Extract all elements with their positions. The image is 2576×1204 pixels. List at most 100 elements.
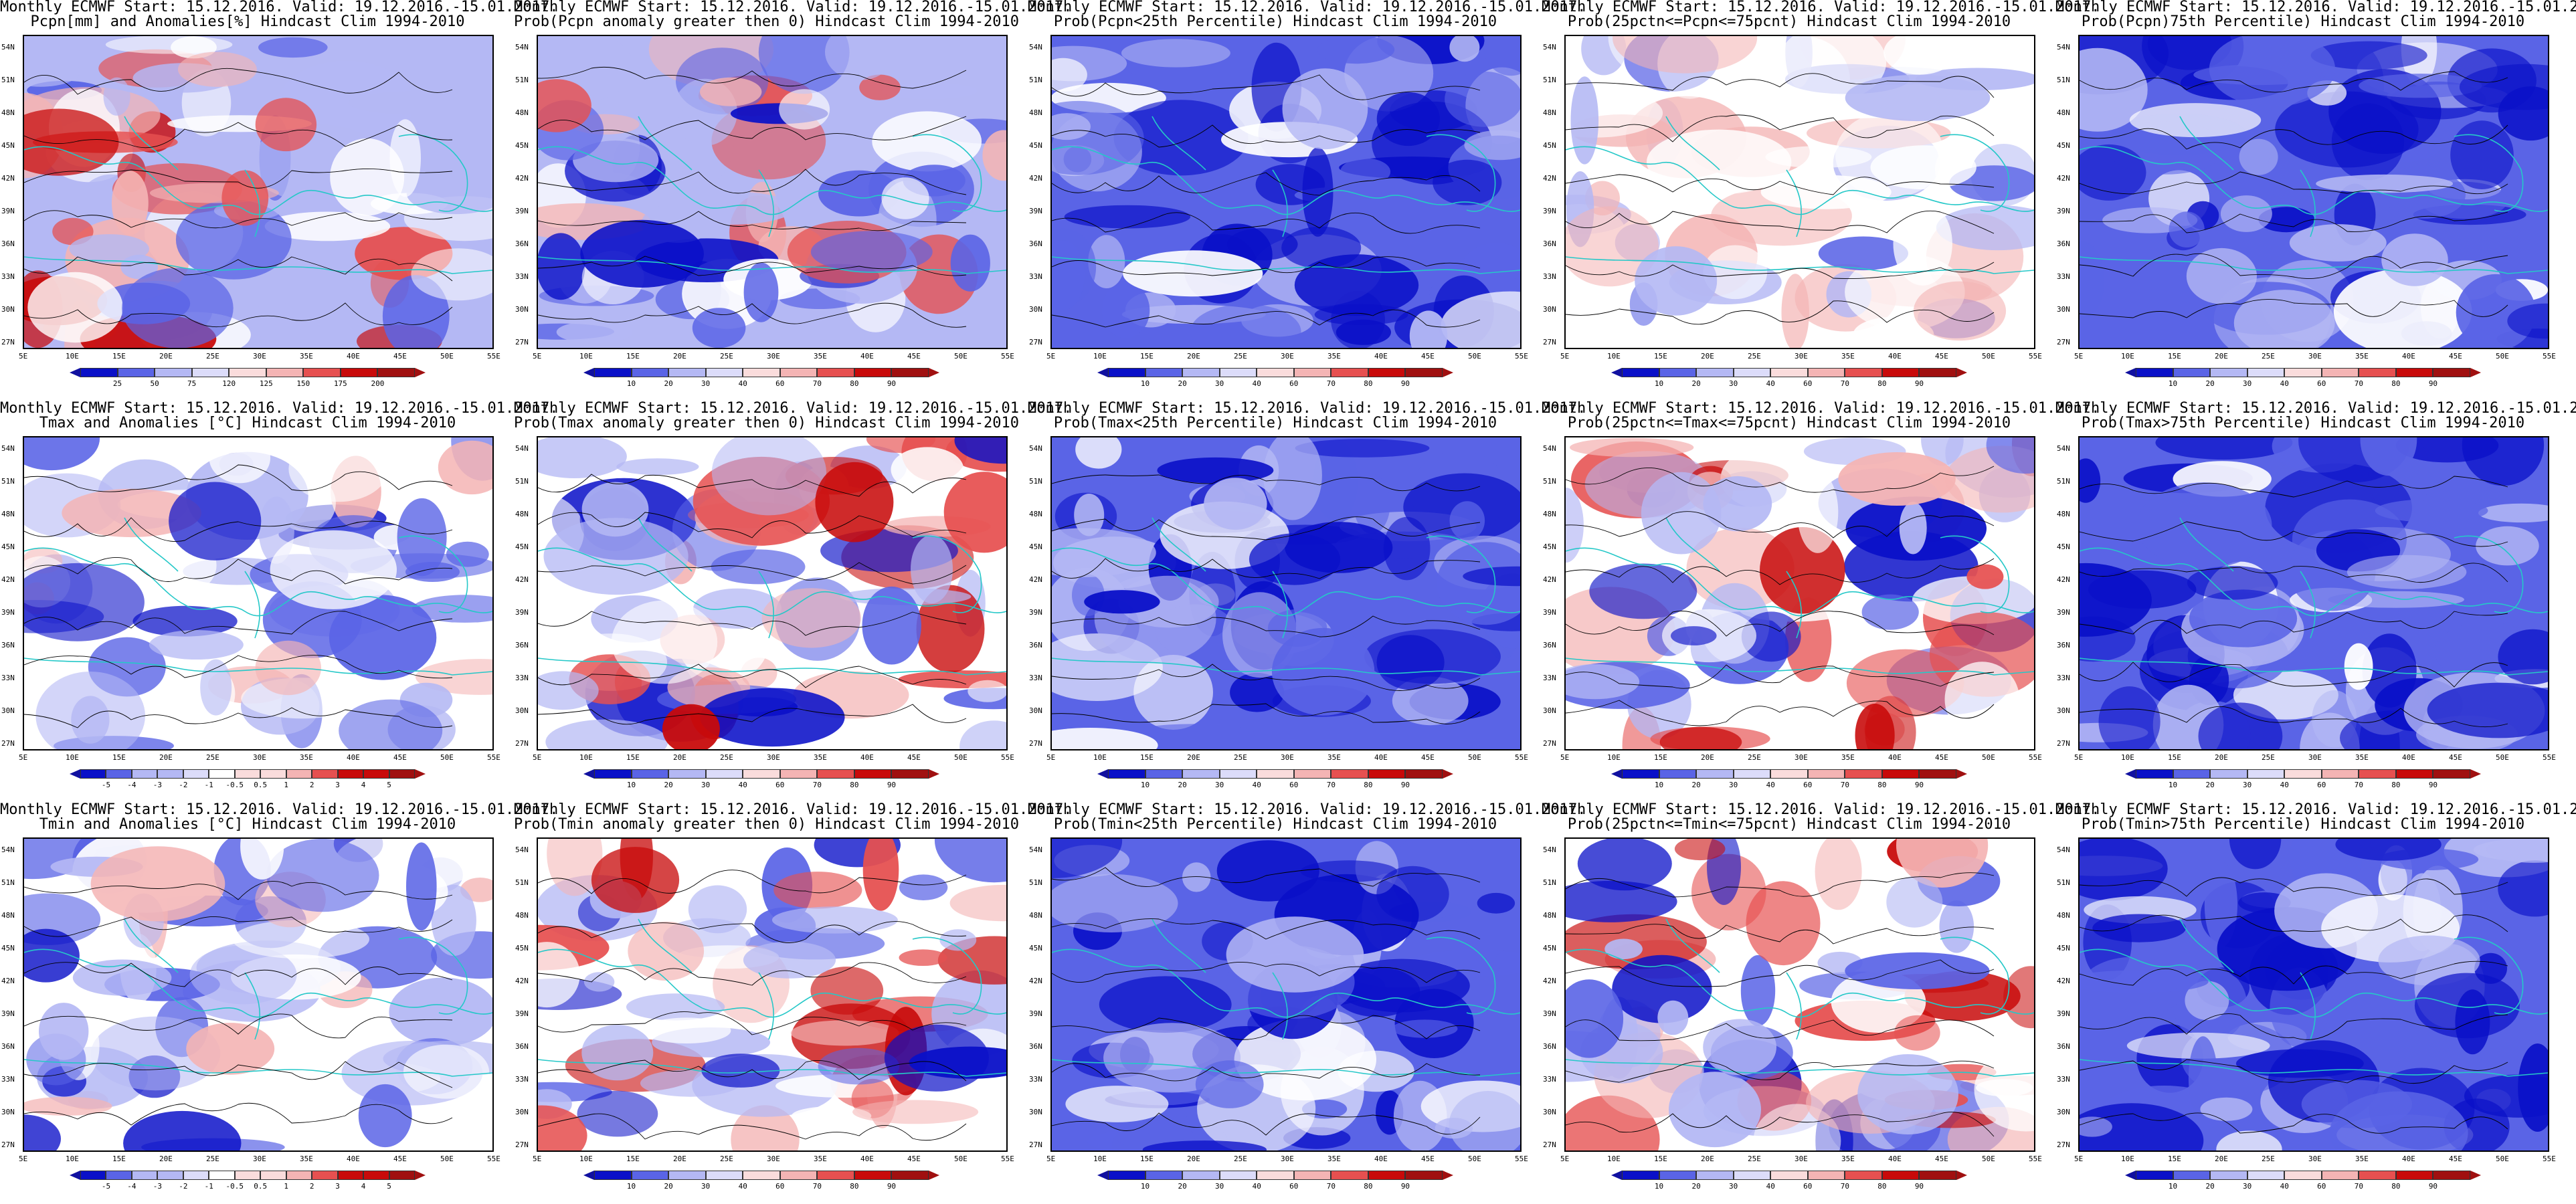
field-blob bbox=[1249, 533, 1341, 585]
map-area bbox=[23, 837, 494, 1152]
contour-line bbox=[1566, 664, 1995, 689]
colorbar-tick-label: 80 bbox=[1877, 1182, 1887, 1191]
colorbar-segment bbox=[2210, 368, 2247, 377]
contour-line bbox=[1566, 210, 1995, 234]
field-blob bbox=[1052, 728, 1158, 749]
lon-tick-label: 15E bbox=[1140, 352, 1154, 361]
contour-line bbox=[1566, 611, 1995, 637]
lon-tick-label: 30E bbox=[1281, 1155, 1294, 1163]
field-blob bbox=[406, 173, 492, 215]
colorbar-arrow-low bbox=[1611, 1171, 1622, 1180]
lat-tick-label: 27N bbox=[1, 338, 15, 346]
contour-line bbox=[1566, 1060, 1995, 1083]
panel-title-line2: Prob(Pcpn anomaly greater then 0) Hindca… bbox=[514, 13, 1019, 30]
contour-line bbox=[24, 517, 453, 542]
contour-line bbox=[1566, 872, 1995, 898]
map-area bbox=[23, 35, 494, 349]
colorbar-arrow-high bbox=[929, 368, 939, 377]
field-blob bbox=[24, 1114, 61, 1150]
colorbar-tick-label: 30 bbox=[1729, 781, 1738, 789]
contour-line bbox=[538, 512, 967, 538]
colorbar-tick-label: 20 bbox=[1691, 379, 1701, 388]
lat-tick-label: 45N bbox=[2057, 141, 2070, 150]
lat-tick-label: 39N bbox=[2057, 207, 2070, 215]
contour-line bbox=[1052, 516, 1481, 540]
field-blob bbox=[24, 928, 80, 983]
lat-tick-label: 36N bbox=[1029, 239, 1042, 248]
panel-title-line1: Monthly ECMWF Start: 15.12.2016. Valid: … bbox=[1028, 400, 1586, 417]
panel-title-line1: Monthly ECMWF Start: 15.12.2016. Valid: … bbox=[1028, 801, 1586, 818]
map-panel-p13: Monthly ECMWF Start: 15.12.2016. Valid: … bbox=[1028, 801, 1586, 1204]
contour-line bbox=[1566, 73, 1995, 98]
contour-line bbox=[538, 302, 967, 328]
lon-tick-label: 15E bbox=[1654, 352, 1667, 361]
colorbar-segment bbox=[743, 368, 780, 377]
contour-line bbox=[1052, 212, 1481, 234]
colorbar-tick-label: 10 bbox=[2168, 379, 2178, 388]
lon-tick-label: 50E bbox=[954, 753, 968, 762]
contour-line bbox=[2080, 253, 2508, 279]
field-blob bbox=[2359, 74, 2482, 98]
field-blob bbox=[943, 472, 1006, 553]
colorbar-tick-label: -4 bbox=[127, 1182, 136, 1191]
field-blob bbox=[1101, 282, 1150, 338]
field-blob bbox=[2080, 839, 2168, 901]
map-area bbox=[2078, 436, 2549, 750]
panel-title-line1: Monthly ECMWF Start: 15.12.2016. Valid: … bbox=[2055, 801, 2576, 818]
colorbar-tick-label: 5 bbox=[387, 781, 391, 789]
colorbar-tick-label: 60 bbox=[775, 1182, 785, 1191]
contour-line bbox=[1566, 1112, 1995, 1137]
lat-tick-label: 42N bbox=[2057, 977, 2070, 985]
colorbar-segment bbox=[743, 1171, 780, 1180]
field-blob bbox=[810, 967, 884, 1015]
panel-title: Monthly ECMWF Start: 15.12.2016. Valid: … bbox=[2055, 801, 2576, 832]
lat-tick-label: 54N bbox=[1029, 43, 1042, 52]
colorbar-tick-label: 75 bbox=[187, 379, 197, 388]
contour-line bbox=[24, 881, 453, 900]
lon-tick-label: 40E bbox=[1888, 1155, 1902, 1163]
field-blob bbox=[934, 839, 1006, 883]
contour-line bbox=[24, 707, 453, 728]
colorbar-segment bbox=[312, 1171, 338, 1180]
coastline bbox=[1566, 116, 2034, 274]
field-blob bbox=[577, 1090, 658, 1137]
lat-tick-label: 39N bbox=[2057, 608, 2070, 617]
contour-line bbox=[1052, 309, 1481, 328]
field-blob bbox=[62, 488, 201, 538]
colorbar-tick-label: 40 bbox=[1766, 781, 1775, 789]
contour-line bbox=[1566, 558, 1995, 585]
lon-tick-label: 50E bbox=[1982, 753, 1995, 762]
lat-tick-label: 42N bbox=[1, 977, 15, 985]
field-blob bbox=[662, 704, 720, 749]
lat-tick-label: 51N bbox=[515, 477, 529, 486]
colorbar-tick-label: 40 bbox=[1766, 379, 1775, 388]
colorbar-segment bbox=[2395, 769, 2433, 779]
lat-tick-label: 36N bbox=[1543, 641, 1556, 649]
lon-tick-label: 35E bbox=[300, 753, 313, 762]
colorbar-tick-label: 60 bbox=[1803, 781, 1813, 789]
colorbar-tick-label: 10 bbox=[2168, 781, 2178, 789]
field-blob bbox=[221, 170, 269, 226]
colorbar-arrow-high bbox=[415, 1171, 426, 1180]
panel-title-line2: Prob(25pctn<=Pcpn<=75pcnt) Hindcast Clim… bbox=[1567, 13, 2011, 30]
colorbar-segment bbox=[668, 1171, 706, 1180]
lat-tick-label: 45N bbox=[515, 141, 529, 150]
field-blob bbox=[2335, 839, 2442, 861]
colorbar-segment bbox=[2321, 368, 2359, 377]
field-blob bbox=[71, 696, 110, 744]
lat-tick-label: 48N bbox=[1543, 510, 1556, 518]
field-blob bbox=[330, 138, 405, 216]
lon-tick-label: 45E bbox=[393, 352, 407, 361]
coastline bbox=[1566, 918, 2034, 1077]
colorbar-tick-label: 60 bbox=[2317, 379, 2326, 388]
map-area bbox=[1564, 837, 2035, 1152]
contour-line bbox=[2080, 877, 2508, 897]
field-blob bbox=[1641, 472, 1722, 555]
field-blob bbox=[2414, 973, 2520, 1039]
field-blob bbox=[538, 671, 599, 710]
lat-tick-label: 45N bbox=[1029, 944, 1042, 952]
colorbar-segment bbox=[594, 769, 632, 779]
colorbar-tick-label: 3 bbox=[335, 781, 340, 789]
map-panel-p10: Monthly ECMWF Start: 15.12.2016. Valid: … bbox=[2055, 401, 2576, 803]
lat-tick-label: 45N bbox=[1, 141, 15, 150]
